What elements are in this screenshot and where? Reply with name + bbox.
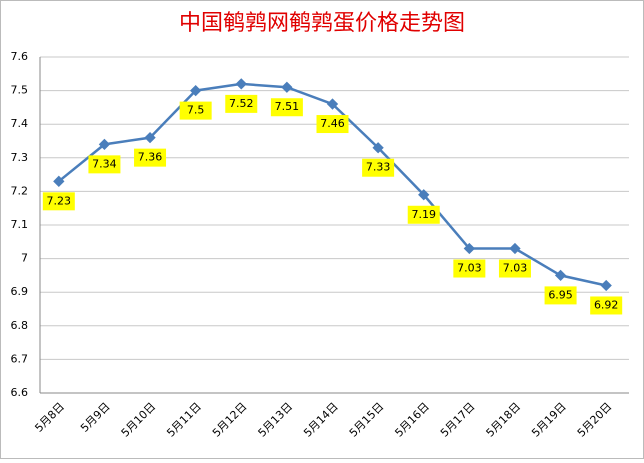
data-point [418, 189, 430, 201]
data-label-text: 6.92 [594, 298, 619, 311]
data-label-bg [590, 296, 623, 315]
data-label: 6.95 [544, 286, 577, 305]
data-point [463, 242, 476, 255]
data-label-bg [316, 115, 349, 134]
data-label-bg [225, 94, 258, 113]
data-label-text: 7.33 [366, 161, 391, 174]
data-label-text: 7.52 [229, 97, 254, 110]
chart-title: 中国鹌鹑网鹌鹑蛋价格走势图 [179, 11, 465, 36]
data-label-text: 7.03 [503, 262, 528, 275]
y-tick-label: 7.4 [11, 117, 29, 130]
data-label-text: 7.03 [457, 262, 482, 275]
data-label: 7.34 [88, 155, 121, 174]
data-label-text: 7.19 [411, 208, 436, 221]
data-label: 7.23 [42, 192, 75, 211]
data-label-text: 7.34 [92, 157, 117, 170]
data-label-bg [498, 259, 531, 278]
data-point [509, 242, 521, 255]
y-tick-label: 7.1 [11, 218, 29, 231]
data-label-bg [134, 148, 167, 167]
y-tick-label: 7.3 [11, 151, 29, 164]
data-label-text: 7.36 [138, 151, 163, 164]
data-point [372, 142, 384, 154]
data-label: 6.92 [590, 296, 623, 315]
data-label-bg [362, 158, 395, 177]
data-label: 7.46 [316, 115, 349, 134]
data-point [554, 269, 567, 282]
data-label: 7.33 [362, 158, 395, 177]
data-label-text: 7.23 [47, 194, 72, 207]
y-tick-label: 6.6 [11, 386, 29, 399]
data-label: 7.51 [270, 98, 303, 117]
data-label-text: 7.5 [187, 104, 205, 117]
data-label-text: 7.51 [275, 100, 300, 113]
data-label: 7.19 [407, 205, 440, 224]
data-label-bg [270, 98, 303, 117]
data-point [600, 279, 612, 292]
data-label-bg [179, 101, 212, 120]
y-tick-label: 6.7 [11, 352, 29, 365]
data-label-bg [407, 205, 440, 224]
y-tick-label: 7.5 [11, 84, 29, 97]
y-tick-label: 6.9 [11, 285, 29, 298]
y-tick-label: 7.2 [11, 184, 29, 197]
data-label: 7.03 [498, 259, 531, 278]
data-label-bg [544, 286, 577, 305]
data-label-bg [453, 259, 486, 278]
data-label-bg [42, 192, 75, 211]
data-label-text: 7.46 [320, 117, 345, 130]
y-tick-label: 6.8 [11, 319, 29, 332]
data-label: 7.52 [225, 94, 258, 113]
data-label: 7.03 [453, 259, 486, 278]
y-tick-label: 7 [21, 252, 28, 265]
y-tick-label: 7.6 [11, 50, 29, 63]
data-point [53, 175, 65, 187]
data-label-bg [88, 155, 121, 174]
data-label: 7.36 [134, 148, 167, 167]
data-label-text: 6.95 [548, 288, 573, 301]
data-label: 7.5 [179, 101, 212, 120]
data-point [144, 131, 156, 144]
